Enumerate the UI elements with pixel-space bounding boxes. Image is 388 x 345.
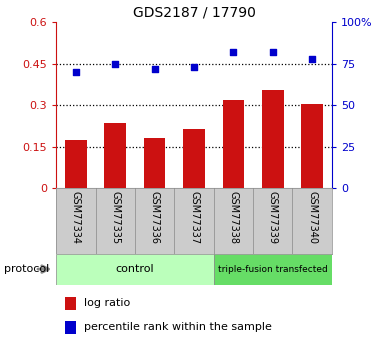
- Point: [270, 49, 276, 55]
- Bar: [183, 129, 205, 188]
- Bar: [65, 140, 87, 188]
- Bar: [64, 297, 76, 310]
- Text: protocol: protocol: [4, 264, 49, 274]
- Bar: [214, 254, 332, 285]
- Point: [309, 56, 315, 62]
- Bar: [301, 104, 323, 188]
- Bar: [104, 123, 126, 188]
- Text: log ratio: log ratio: [84, 298, 130, 308]
- Point: [191, 65, 197, 70]
- Text: GSM77335: GSM77335: [110, 191, 120, 244]
- Text: percentile rank within the sample: percentile rank within the sample: [84, 323, 272, 333]
- Text: GSM77340: GSM77340: [307, 191, 317, 244]
- Bar: [144, 138, 165, 188]
- Bar: [223, 100, 244, 188]
- Text: GSM77337: GSM77337: [189, 191, 199, 244]
- Text: GSM77339: GSM77339: [268, 191, 278, 244]
- Text: triple-fusion transfected: triple-fusion transfected: [218, 265, 327, 274]
- Point: [230, 49, 236, 55]
- Text: GSM77336: GSM77336: [150, 191, 159, 244]
- Text: control: control: [116, 264, 154, 274]
- Text: GSM77334: GSM77334: [71, 191, 81, 244]
- Text: GSM77338: GSM77338: [229, 191, 238, 244]
- Bar: [56, 254, 214, 285]
- Bar: [64, 321, 76, 334]
- Title: GDS2187 / 17790: GDS2187 / 17790: [133, 6, 255, 20]
- Point: [112, 61, 118, 67]
- Point: [73, 69, 79, 75]
- Bar: [262, 90, 284, 188]
- Point: [152, 66, 158, 71]
